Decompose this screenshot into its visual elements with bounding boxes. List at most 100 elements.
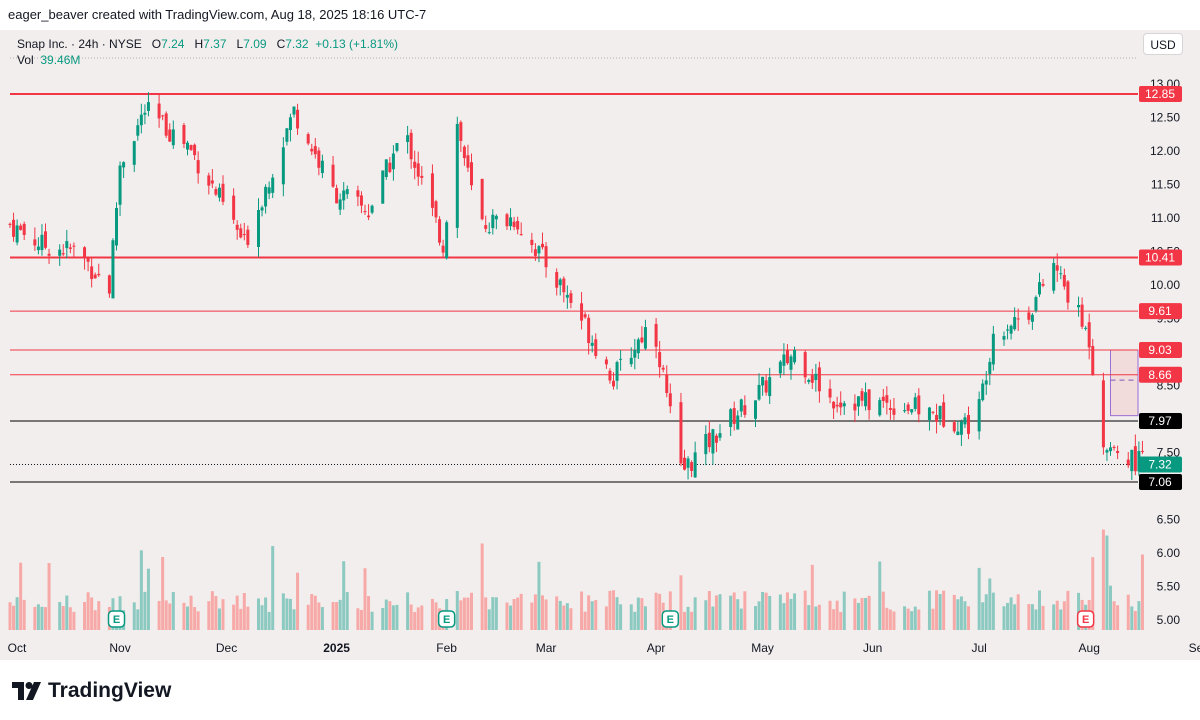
candle-body (544, 246, 548, 268)
volume-bar (239, 608, 243, 630)
volume-bar (1027, 604, 1031, 630)
volume-bar (516, 597, 520, 630)
volume-bar (494, 597, 498, 630)
candle-body (416, 163, 420, 177)
candle-body (1091, 345, 1095, 376)
level-label: 10.41 (1145, 251, 1175, 265)
volume-bar (1006, 602, 1010, 630)
candle-body (1013, 317, 1017, 330)
volume-bar (19, 562, 23, 630)
candle-body (594, 339, 598, 356)
volume-bar (359, 609, 363, 630)
level-label: 9.03 (1148, 343, 1172, 357)
candle-body (832, 401, 836, 409)
level-label: 9.61 (1148, 304, 1172, 318)
volume-bar (36, 604, 40, 630)
tradingview-logo[interactable]: TradingView (12, 679, 171, 702)
candle-body (558, 279, 562, 286)
candle-body (193, 144, 197, 156)
volume-bars (8, 529, 1144, 630)
earnings-marker-label: E (443, 614, 450, 626)
candle-body (406, 135, 410, 142)
volume-bar (903, 606, 907, 630)
candle-body (867, 389, 871, 411)
volume-bar (544, 599, 548, 630)
candle-body (658, 352, 662, 368)
candle-body (1009, 325, 1013, 334)
volume-bar (58, 602, 62, 630)
candle-body (892, 408, 896, 415)
supply-zone-box (1110, 349, 1139, 417)
volume-bar (718, 594, 722, 630)
volume-value: 39.46M (40, 53, 81, 67)
candle-body (335, 188, 339, 204)
volume-bar (1038, 590, 1041, 630)
candle-body (15, 225, 19, 243)
candle-body (356, 190, 360, 197)
currency-button[interactable]: USD (1143, 33, 1183, 55)
candle-body (711, 429, 715, 454)
candle-body (1087, 322, 1091, 348)
change-value: +0.13 (+1.81%) (315, 37, 399, 51)
candle-body (1112, 446, 1116, 449)
volume-bar (778, 594, 782, 630)
volume-bar (643, 606, 647, 630)
candle-body (285, 128, 289, 142)
candle-body (1052, 263, 1056, 291)
candle-body (111, 240, 115, 299)
candle-body (1066, 281, 1070, 303)
volume-bar (1116, 605, 1120, 630)
candle-body (615, 362, 619, 381)
candle-body (938, 405, 942, 420)
candle-body (757, 384, 761, 400)
y-tick-label: 12.00 (1150, 144, 1180, 158)
candle-body (693, 452, 697, 478)
volume-bar (264, 597, 268, 630)
last-price-label-box (1139, 456, 1182, 473)
candle-body (1059, 273, 1063, 275)
volume-bar (413, 611, 417, 630)
legend-row-volume: Vol 39.46M (17, 52, 398, 68)
high-label: H (194, 37, 204, 51)
volume-bar (420, 605, 424, 630)
candle-body (853, 403, 857, 411)
volume-bar (1062, 601, 1066, 630)
candle-body (952, 422, 956, 432)
volume-bar (384, 599, 388, 630)
candle-body (58, 249, 62, 256)
volume-bar (310, 594, 314, 630)
volume-bar (640, 598, 644, 630)
volume-bar (296, 572, 300, 630)
candle-body (668, 393, 672, 407)
volume-bar (143, 591, 147, 630)
volume-bar (157, 600, 161, 630)
candle-body (288, 117, 292, 131)
candle-body (93, 274, 97, 279)
candle-body (317, 150, 321, 168)
price-labels: 12.85 10.41 9.61 9.03 8.66 7.97 7.06 7.32 (1139, 86, 1182, 490)
volume-bar (313, 595, 317, 630)
volume-bar (1101, 529, 1105, 630)
low-label: L (236, 37, 244, 51)
volume-bar (583, 611, 587, 630)
volume-bar (189, 595, 193, 630)
volume-bar (633, 611, 637, 630)
candle-body (1034, 297, 1038, 311)
candle-body (885, 395, 889, 403)
candle-body (984, 380, 988, 385)
volume-bar (242, 592, 246, 630)
candle-body (1016, 318, 1020, 320)
earnings-marker-label: E (667, 614, 674, 626)
y-tick-label: 11.00 (1151, 211, 1180, 225)
candle-body (40, 234, 44, 251)
candle-body (963, 417, 967, 425)
candle-body (817, 367, 821, 392)
y-tick-label: 11.50 (1151, 178, 1180, 192)
volume-bar (789, 598, 793, 630)
candle-body (910, 409, 914, 413)
candle-body (33, 239, 37, 246)
candle-body (785, 350, 789, 364)
